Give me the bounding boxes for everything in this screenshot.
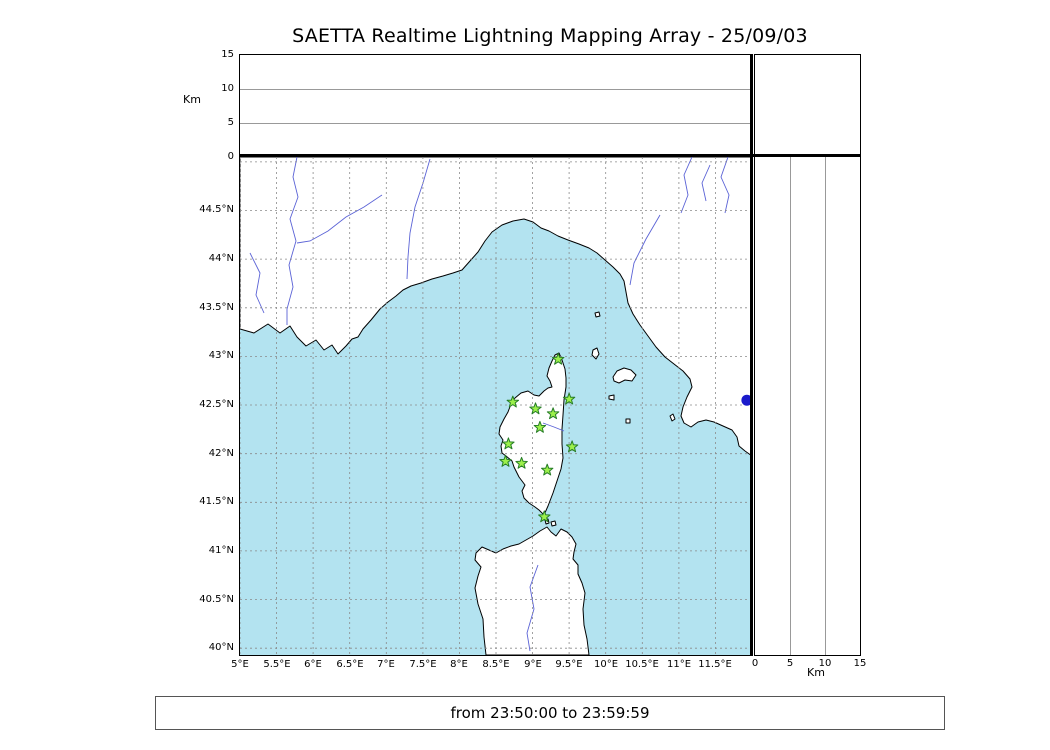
station-star-icon — [541, 463, 554, 476]
lat-tick-label: 40°N — [208, 642, 234, 653]
frame-line-vertical — [750, 55, 753, 655]
lat-tick-label: 41.5°N — [199, 496, 234, 507]
rivers — [249, 157, 730, 652]
altitude-gridline — [790, 157, 791, 655]
right-altitude-tick-label: 5 — [786, 658, 794, 669]
station-star-icon — [538, 510, 551, 523]
corner-panel — [754, 54, 861, 158]
time-range-text: from 23:50:00 to 23:59:59 — [450, 704, 650, 722]
lon-tick-label: 9°E — [524, 659, 542, 670]
altitude-tick-label: 0 — [227, 151, 234, 162]
lon-tick-label: 6.5°E — [336, 659, 364, 670]
station-star-icon — [515, 456, 528, 469]
map-svg — [240, 157, 752, 655]
station-star-icon — [546, 407, 560, 420]
time-range-status: from 23:50:00 to 23:59:59 — [155, 696, 945, 730]
event-dot-icon — [741, 394, 752, 406]
lat-tick-label: 43.5°N — [199, 302, 234, 313]
station-markers — [499, 352, 579, 523]
lon-tick-label: 10°E — [593, 659, 619, 670]
station-star-icon — [533, 420, 547, 433]
station-star-icon — [499, 454, 512, 467]
graticule — [240, 157, 752, 655]
altitude-gridline — [825, 157, 826, 655]
lon-tick-label: 7°E — [377, 659, 395, 670]
lat-tick-label: 43°N — [208, 350, 234, 361]
right-altitude-tick-label: 10 — [818, 658, 832, 669]
lon-tick-label: 5°E — [231, 659, 249, 670]
lon-tick-label: 7.5°E — [409, 659, 437, 670]
lon-tick-label: 8°E — [450, 659, 468, 670]
altitude-tick-label: 15 — [221, 49, 234, 60]
map-panel[interactable] — [239, 156, 753, 656]
altitude-latitude-panel — [754, 156, 861, 656]
page-title: SAETTA Realtime Lightning Mapping Array … — [292, 25, 808, 47]
lon-tick-label: 11.5°E — [698, 659, 732, 670]
lat-tick-label: 41°N — [208, 545, 234, 556]
lat-tick-label: 44°N — [208, 253, 234, 264]
right-altitude-tick-label: 0 — [751, 658, 759, 669]
lon-tick-label: 6°E — [304, 659, 322, 670]
lat-tick-label: 40.5°N — [199, 594, 234, 605]
altitude-tick-label: 5 — [227, 117, 234, 128]
station-star-icon — [506, 395, 519, 408]
frame-line-horizontal — [240, 154, 860, 157]
station-star-icon — [502, 437, 515, 450]
station-star-icon — [529, 402, 542, 415]
altitude-tick-label: 10 — [221, 83, 234, 94]
lat-tick-label: 44.5°N — [199, 204, 234, 215]
lon-tick-label: 9.5°E — [555, 659, 583, 670]
station-star-icon — [565, 440, 579, 453]
lon-tick-label: 10.5°E — [625, 659, 659, 670]
lon-tick-label: 11°E — [666, 659, 692, 670]
station-star-icon — [552, 352, 565, 365]
altitude-gridline — [240, 89, 752, 90]
altitude-axis-title: Km — [183, 93, 201, 106]
right-altitude-tick-label: 15 — [853, 658, 867, 669]
altitude-longitude-panel — [239, 54, 753, 158]
altitude-gridline — [240, 123, 752, 124]
right-altitude-axis-title: Km — [807, 666, 825, 679]
station-star-icon — [562, 392, 576, 405]
lon-tick-label: 5.5°E — [263, 659, 291, 670]
lon-tick-label: 8.5°E — [482, 659, 510, 670]
lat-tick-label: 42°N — [208, 448, 234, 459]
lat-tick-label: 42.5°N — [199, 399, 234, 410]
